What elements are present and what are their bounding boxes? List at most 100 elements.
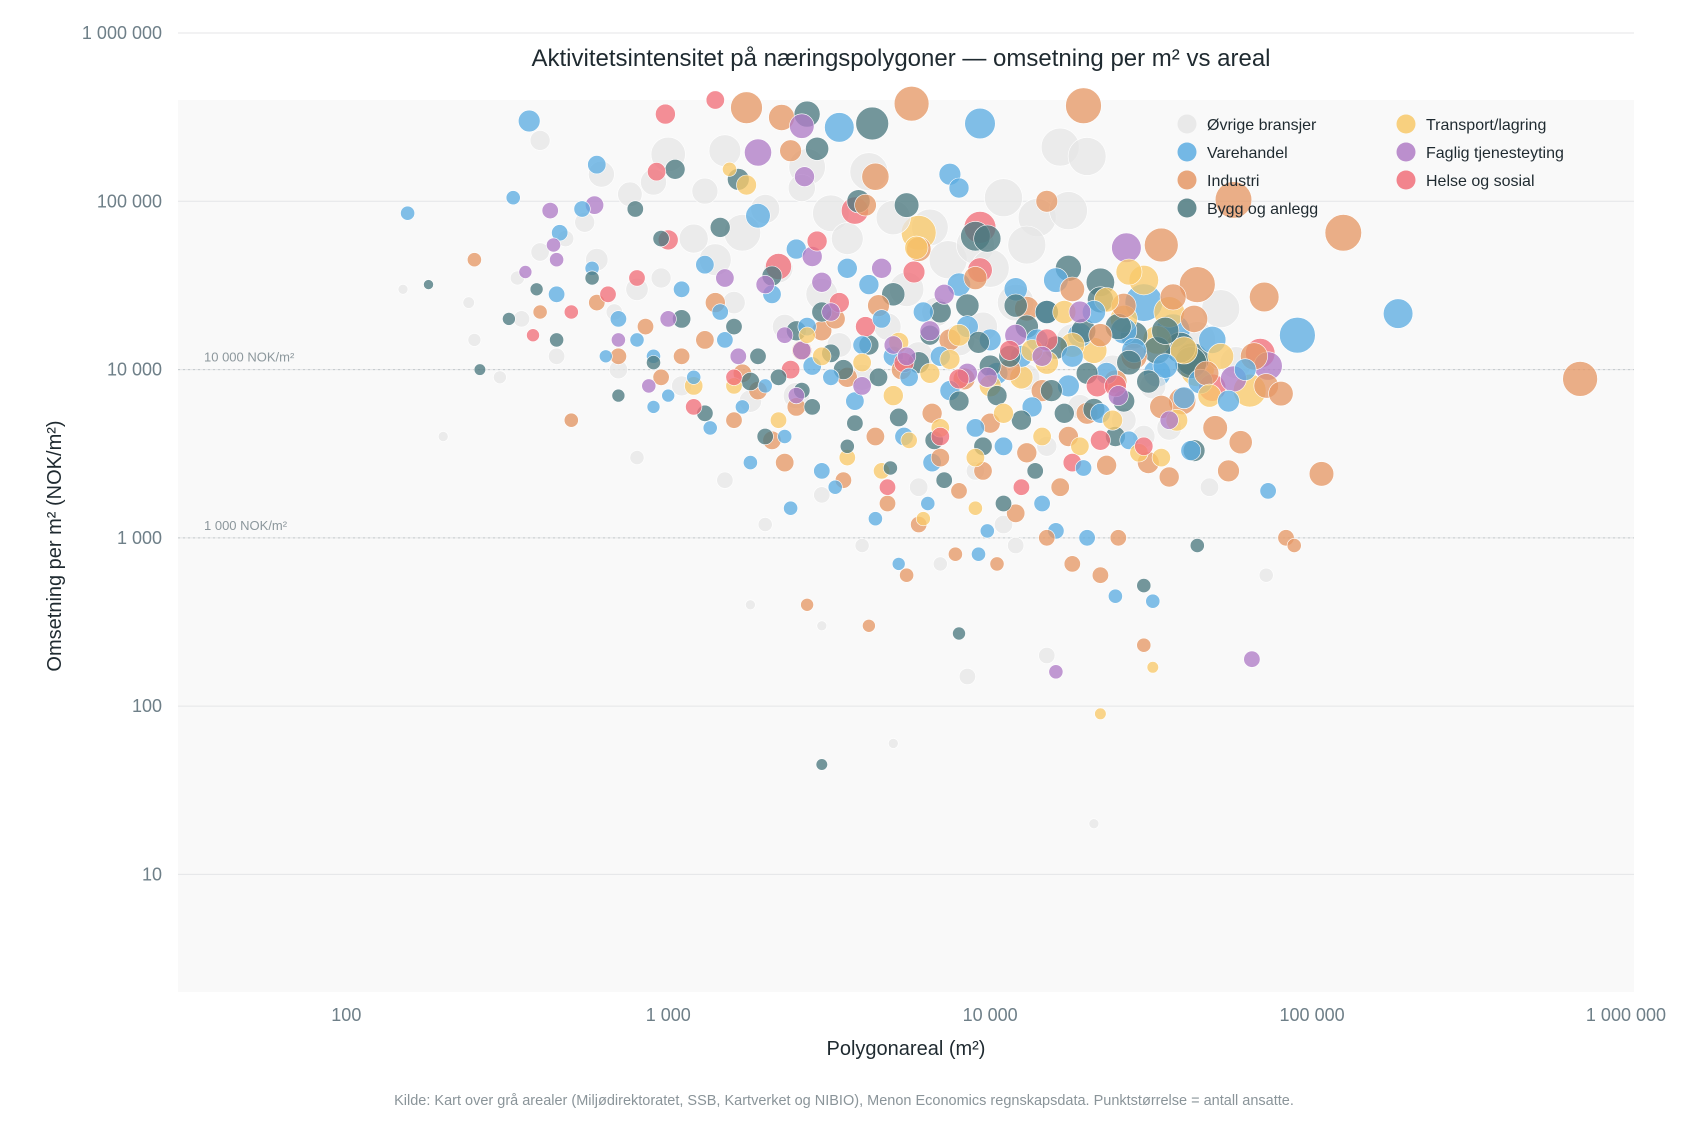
data-point xyxy=(993,514,1013,534)
data-point xyxy=(1136,369,1161,394)
data-point xyxy=(1382,298,1414,329)
data-point xyxy=(541,202,559,220)
data-point xyxy=(994,494,1012,512)
data-point xyxy=(1170,336,1198,365)
data-point xyxy=(661,388,676,403)
data-point xyxy=(1032,426,1052,446)
data-point xyxy=(517,109,541,133)
data-point xyxy=(609,310,627,328)
data-point xyxy=(1003,293,1028,318)
data-point xyxy=(891,557,906,571)
data-point xyxy=(1111,232,1142,263)
data-point xyxy=(1151,316,1180,345)
data-point xyxy=(1038,529,1056,547)
data-point xyxy=(792,340,812,360)
data-point xyxy=(749,347,767,365)
data-point xyxy=(437,431,449,442)
data-point xyxy=(865,426,885,446)
data-point xyxy=(584,270,600,286)
data-point xyxy=(948,546,963,562)
x-tick-label: 1 000 000 xyxy=(1586,1005,1666,1025)
data-point xyxy=(1068,300,1092,324)
data-point xyxy=(722,161,737,177)
data-point xyxy=(948,177,970,199)
data-point xyxy=(852,335,872,355)
data-point xyxy=(967,331,990,354)
legend-label: Faglig tjenesteyting xyxy=(1426,145,1564,162)
data-point xyxy=(822,368,840,386)
data-point xyxy=(1088,323,1113,348)
data-point xyxy=(1033,494,1051,512)
data-point xyxy=(984,178,1023,217)
data-point xyxy=(1159,283,1187,311)
data-point xyxy=(1179,266,1216,303)
data-point xyxy=(803,398,821,416)
data-point xyxy=(872,309,892,329)
data-point xyxy=(964,107,996,140)
data-point xyxy=(800,597,814,612)
data-point xyxy=(725,318,743,336)
data-point xyxy=(652,230,670,248)
data-point xyxy=(878,478,896,496)
data-point xyxy=(779,139,802,162)
data-point xyxy=(518,265,533,279)
data-point xyxy=(1078,529,1096,547)
data-point xyxy=(939,349,961,370)
data-point xyxy=(899,367,919,387)
x-tick-label: 100 xyxy=(331,1005,361,1025)
data-point xyxy=(740,371,760,391)
data-point xyxy=(1007,225,1047,265)
data-point xyxy=(716,471,734,489)
data-point xyxy=(1026,462,1044,480)
data-point xyxy=(646,400,661,414)
data-point xyxy=(868,511,883,527)
y-tick-label: 1 000 000 xyxy=(82,23,162,43)
data-point xyxy=(887,738,899,749)
data-point xyxy=(947,324,971,347)
legend-marker xyxy=(1396,114,1416,134)
data-point xyxy=(505,190,521,206)
data-point xyxy=(824,112,855,143)
data-point xyxy=(549,332,564,348)
data-point xyxy=(1249,281,1280,313)
data-point xyxy=(397,283,409,295)
data-point xyxy=(1012,478,1030,496)
data-point xyxy=(743,455,758,470)
data-point xyxy=(965,448,985,468)
data-point xyxy=(745,599,756,611)
legend-label: Bygg og anlegg xyxy=(1207,201,1318,218)
data-point xyxy=(1152,353,1178,379)
data-point xyxy=(1091,566,1109,584)
data-point xyxy=(725,411,743,429)
data-point xyxy=(852,376,872,396)
data-point xyxy=(686,369,702,385)
data-point xyxy=(919,362,941,384)
data-point xyxy=(1200,477,1220,497)
data-point xyxy=(695,330,715,350)
data-point xyxy=(652,368,670,386)
data-point xyxy=(529,130,551,151)
data-point xyxy=(1207,342,1234,370)
data-point xyxy=(1193,360,1220,386)
data-point xyxy=(659,310,677,328)
data-point xyxy=(897,346,917,366)
data-point xyxy=(821,302,841,322)
data-point xyxy=(900,431,918,449)
x-tick-label: 1 000 xyxy=(646,1005,691,1025)
data-point xyxy=(1096,454,1117,476)
data-point xyxy=(915,511,931,527)
x-axis-ticks: 100 1 000 10 000 100 000 1 000 000 xyxy=(331,1005,1666,1025)
data-point xyxy=(816,620,828,632)
data-point xyxy=(1048,664,1064,680)
data-point xyxy=(1035,190,1059,213)
data-point xyxy=(647,162,667,182)
data-point xyxy=(1214,181,1253,219)
reference-line-label: 10 000 NOK/m² xyxy=(204,350,295,365)
data-point xyxy=(756,427,774,445)
data-point xyxy=(1050,477,1070,497)
data-point xyxy=(650,267,672,289)
data-point xyxy=(744,138,772,167)
legend-label: Industri xyxy=(1207,173,1259,190)
data-point xyxy=(655,103,676,125)
